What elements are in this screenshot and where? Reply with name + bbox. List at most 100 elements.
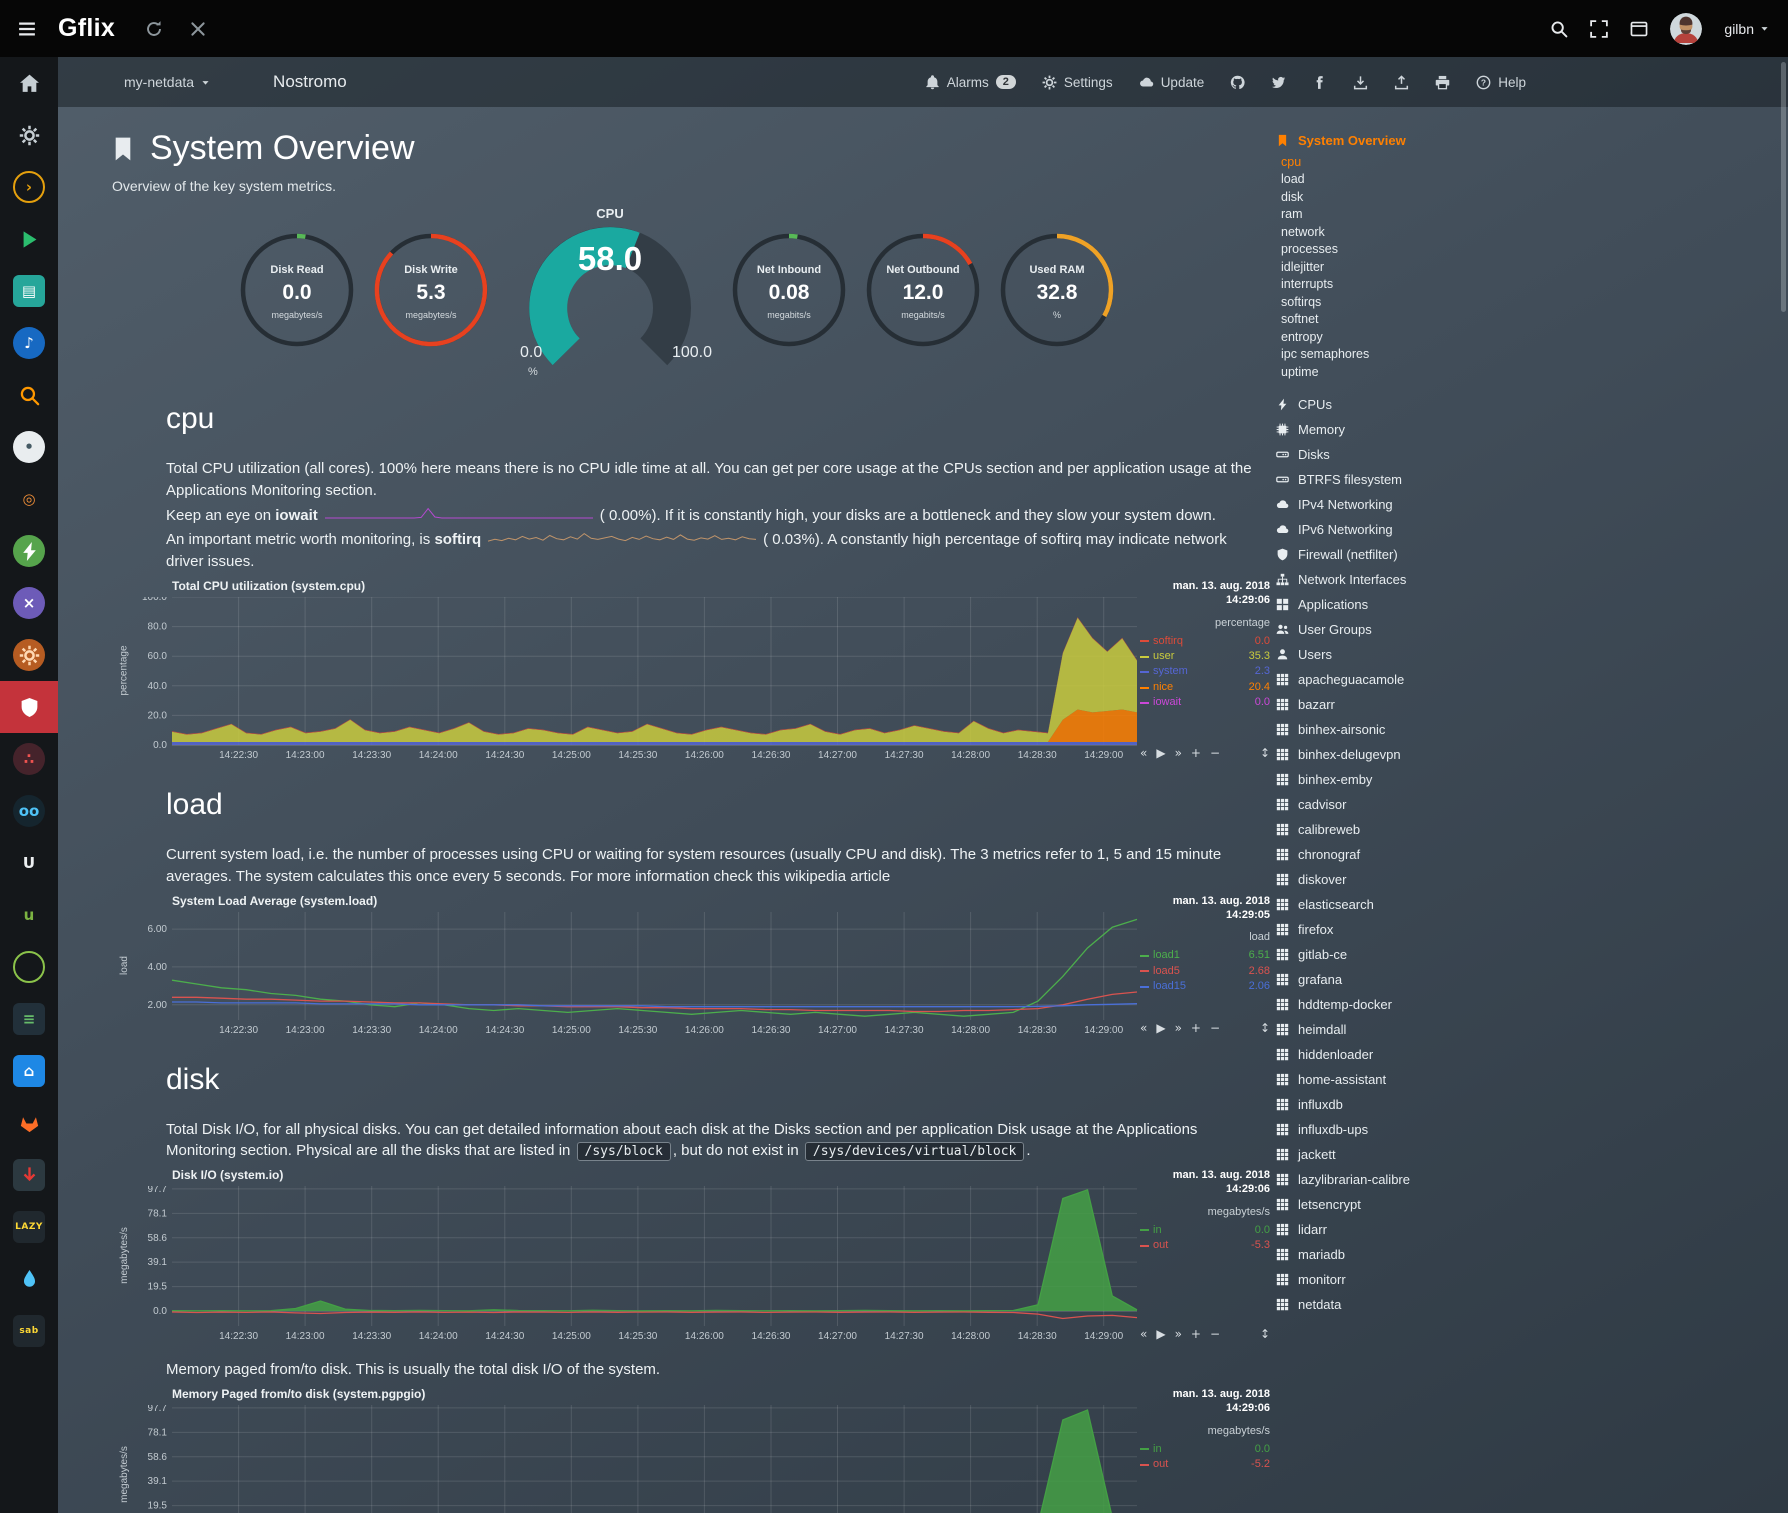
menu-app-lazylibrarian-calibre[interactable]: lazylibrarian-calibre <box>1276 1167 1788 1192</box>
menu-applications[interactable]: Applications <box>1276 592 1788 617</box>
menu-users[interactable]: Users <box>1276 642 1788 667</box>
rail-shield-app[interactable] <box>0 681 58 733</box>
menu-app-chronograf[interactable]: chronograf <box>1276 842 1788 867</box>
legend-out[interactable]: out-5.3 <box>1140 1238 1270 1253</box>
menu-disks[interactable]: Disks <box>1276 442 1788 467</box>
rail-gitlab[interactable] <box>0 1097 58 1149</box>
menu-app-influxdb[interactable]: influxdb <box>1276 1092 1788 1117</box>
refresh-icon[interactable] <box>145 20 163 38</box>
gauge-net-outbound[interactable]: Net Outbound 12.0 megabits/s <box>864 231 982 354</box>
legend-nice[interactable]: nice20.4 <box>1140 680 1270 695</box>
rail-u-green-app[interactable]: u <box>0 889 58 941</box>
menu-sub-cpu[interactable]: cpu <box>1276 153 1788 171</box>
chart-play-button[interactable]: ▶ <box>1156 1327 1165 1341</box>
chart-forward-button[interactable]: » <box>1175 746 1182 760</box>
rail-pinwheel-app[interactable]: × <box>0 577 58 629</box>
menu-sub-load[interactable]: load <box>1276 171 1788 189</box>
menu-app-home-assistant[interactable]: home-assistant <box>1276 1067 1788 1092</box>
menu-app-hddtemp-docker[interactable]: hddtemp-docker <box>1276 992 1788 1017</box>
chart-zoom-out-button[interactable]: − <box>1210 746 1220 760</box>
legend-out[interactable]: out-5.2 <box>1140 1457 1270 1472</box>
gauge-disk-write[interactable]: Disk Write 5.3 megabytes/s <box>372 231 490 354</box>
scrollbar[interactable] <box>1781 62 1786 312</box>
nav-github[interactable] <box>1230 75 1245 90</box>
menu-sub-uptime[interactable]: uptime <box>1276 363 1788 381</box>
nav-export[interactable] <box>1394 75 1409 90</box>
close-tab-icon[interactable] <box>189 20 207 38</box>
menu-app-cadvisor[interactable]: cadvisor <box>1276 792 1788 817</box>
chart-forward-button[interactable]: » <box>1175 1327 1182 1341</box>
menu-app-binhex-emby[interactable]: binhex-emby <box>1276 767 1788 792</box>
rail-lazylibrarian[interactable]: LAZY <box>0 1201 58 1253</box>
rail-home[interactable] <box>0 57 58 109</box>
disk-io-chart[interactable]: megabytes/s Disk I/O (system.io) 97.778.… <box>116 1168 1270 1343</box>
menu-system-overview[interactable]: System Overview <box>1276 128 1788 153</box>
menu-network-interfaces[interactable]: Network Interfaces <box>1276 567 1788 592</box>
rail-wheel-app[interactable]: ◎ <box>0 473 58 525</box>
menu-sub-disk[interactable]: disk <box>1276 188 1788 206</box>
chart-forward-button[interactable]: » <box>1175 1021 1182 1035</box>
menu-app-heimdall[interactable]: heimdall <box>1276 1017 1788 1042</box>
nav-import[interactable] <box>1353 75 1368 90</box>
rail-airsonic[interactable]: ♪ <box>0 317 58 369</box>
legend-in[interactable]: in0.0 <box>1140 1442 1270 1457</box>
rail-settings[interactable] <box>0 109 58 161</box>
menu-app-mariadb[interactable]: mariadb <box>1276 1242 1788 1267</box>
rail-sabnzbd[interactable]: sab <box>0 1305 58 1357</box>
chart-backward-button[interactable]: « <box>1140 1021 1147 1035</box>
gauge-used-ram[interactable]: Used RAM 32.8 % <box>998 231 1116 354</box>
menu-app-elasticsearch[interactable]: elasticsearch <box>1276 892 1788 917</box>
menu-sub-softnet[interactable]: softnet <box>1276 311 1788 329</box>
menu-app-bazarr[interactable]: bazarr <box>1276 692 1788 717</box>
memory-paged-chart[interactable]: megabytes/s Memory Paged from/to disk (s… <box>116 1387 1270 1513</box>
menu-memory[interactable]: Memory <box>1276 417 1788 442</box>
rail-media-library[interactable]: ▤ <box>0 265 58 317</box>
hamburger-menu-icon[interactable] <box>18 20 36 38</box>
rail-u-light-app[interactable]: U <box>0 837 58 889</box>
rail-down-arrow-app[interactable] <box>0 1149 58 1201</box>
avatar[interactable] <box>1670 13 1702 45</box>
rail-cluster-app[interactable]: ∴ <box>0 733 58 785</box>
host-dropdown[interactable]: my-netdata <box>124 74 211 90</box>
menu-sub-entropy[interactable]: entropy <box>1276 328 1788 346</box>
chart-play-button[interactable]: ▶ <box>1156 746 1165 760</box>
fullscreen-icon[interactable] <box>1590 20 1608 38</box>
legend-load15[interactable]: load152.06 <box>1140 979 1270 994</box>
rail-gear-orange-app[interactable] <box>0 629 58 681</box>
nav-facebook[interactable] <box>1312 75 1327 90</box>
menu-app-monitorr[interactable]: monitorr <box>1276 1267 1788 1292</box>
chart-zoom-out-button[interactable]: − <box>1210 1327 1220 1341</box>
chart-resize-handle[interactable]: ↕ <box>1260 1021 1270 1035</box>
cpu-utilization-chart[interactable]: percentage Total CPU utilization (system… <box>116 579 1270 762</box>
nav-update[interactable]: Update <box>1139 75 1205 90</box>
window-icon[interactable] <box>1630 20 1648 38</box>
nav-settings[interactable]: Settings <box>1042 75 1113 90</box>
legend-load1[interactable]: load16.51 <box>1140 948 1270 963</box>
menu-cpus[interactable]: CPUs <box>1276 392 1788 417</box>
menu-sub-processes[interactable]: processes <box>1276 241 1788 259</box>
menu-app-netdata[interactable]: netdata <box>1276 1292 1788 1317</box>
menu-sub-softirqs[interactable]: softirqs <box>1276 293 1788 311</box>
menu-user-groups[interactable]: User Groups <box>1276 617 1788 642</box>
rail-search-app[interactable] <box>0 369 58 421</box>
menu-ipv4-networking[interactable]: IPv4 Networking <box>1276 492 1788 517</box>
rail-player-green[interactable] <box>0 213 58 265</box>
menu-app-jackett[interactable]: jackett <box>1276 1142 1788 1167</box>
chart-play-button[interactable]: ▶ <box>1156 1021 1165 1035</box>
menu-btrfs-filesystem[interactable]: BTRFS filesystem <box>1276 467 1788 492</box>
menu-sub-ipc-semaphores[interactable]: ipc semaphores <box>1276 346 1788 364</box>
menu-sub-network[interactable]: network <box>1276 223 1788 241</box>
legend-system[interactable]: system2.3 <box>1140 664 1270 679</box>
menu-app-calibreweb[interactable]: calibreweb <box>1276 817 1788 842</box>
rail-bolt-app[interactable] <box>0 525 58 577</box>
menu-app-influxdb-ups[interactable]: influxdb-ups <box>1276 1117 1788 1142</box>
chart-backward-button[interactable]: « <box>1140 746 1147 760</box>
menu-app-firefox[interactable]: firefox <box>1276 917 1788 942</box>
legend-load5[interactable]: load52.68 <box>1140 964 1270 979</box>
hostname[interactable]: Nostromo <box>273 72 347 92</box>
legend-in[interactable]: in0.0 <box>1140 1223 1270 1238</box>
rail-blue-tile-app[interactable]: ⌂ <box>0 1045 58 1097</box>
search-icon[interactable] <box>1550 20 1568 38</box>
nav-alarms[interactable]: Alarms2 <box>925 75 1016 90</box>
chart-zoom-in-button[interactable]: + <box>1191 1021 1201 1035</box>
